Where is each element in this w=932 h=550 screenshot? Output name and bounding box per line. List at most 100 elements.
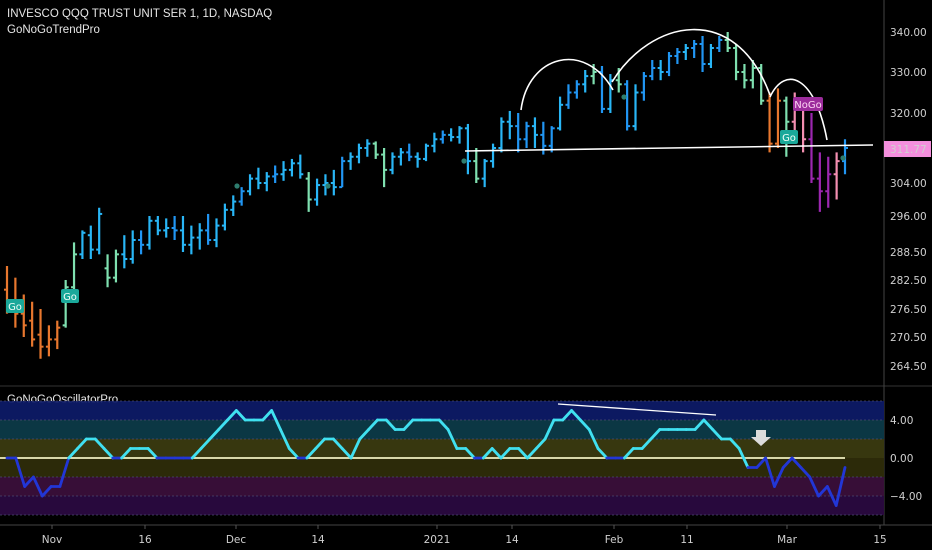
price-tick-label: 330.00 bbox=[890, 67, 927, 79]
price-bar bbox=[87, 225, 94, 259]
osc-segment bbox=[40, 485, 53, 498]
time-tick-label: Dec bbox=[226, 534, 247, 546]
price-bar bbox=[29, 301, 36, 347]
price-tick-label: 288.50 bbox=[890, 247, 927, 259]
price-bar bbox=[699, 36, 706, 72]
price-tick-label: 340.00 bbox=[890, 27, 927, 39]
osc-segment bbox=[799, 466, 812, 479]
osc-band bbox=[0, 420, 884, 439]
price-bar bbox=[498, 117, 505, 153]
price-bar bbox=[154, 216, 161, 236]
osc-segment bbox=[340, 447, 353, 460]
osc-segment bbox=[384, 418, 397, 431]
time-tick-label: 14 bbox=[311, 534, 325, 546]
price-bar bbox=[71, 242, 78, 290]
osc-segment bbox=[208, 428, 221, 441]
osc-segment bbox=[623, 447, 635, 460]
price-bar bbox=[322, 174, 329, 196]
osc-tick-label: −4.00 bbox=[890, 491, 922, 503]
osc-segment bbox=[596, 447, 609, 460]
price-bar bbox=[707, 44, 714, 68]
osc-segment bbox=[446, 428, 459, 450]
price-bar bbox=[833, 152, 840, 200]
osc-segment bbox=[464, 447, 476, 460]
osc-segment bbox=[305, 447, 318, 460]
go-label: Go bbox=[6, 299, 24, 313]
osc-segment bbox=[781, 456, 794, 469]
price-bar bbox=[808, 113, 815, 183]
osc-segment bbox=[755, 456, 768, 469]
osc-band bbox=[0, 439, 884, 458]
osc-segment bbox=[358, 428, 371, 441]
price-bar bbox=[171, 216, 178, 240]
osc-segment bbox=[773, 466, 785, 488]
price-bar bbox=[54, 320, 61, 350]
price-bar bbox=[79, 230, 86, 259]
osc-segment bbox=[76, 437, 88, 450]
price-bar bbox=[448, 128, 455, 142]
osc-segment bbox=[490, 447, 503, 460]
osc-segment bbox=[561, 409, 573, 422]
price-bar bbox=[288, 158, 295, 177]
time-tick-label: 11 bbox=[680, 534, 693, 546]
price-tick-label: 320.00 bbox=[890, 108, 927, 120]
osc-segment bbox=[279, 428, 291, 450]
price-bar bbox=[624, 80, 631, 131]
osc-segment bbox=[790, 456, 803, 469]
price-bar bbox=[816, 152, 823, 212]
price-bar bbox=[632, 84, 639, 131]
price-bar bbox=[305, 172, 312, 212]
last-price-tag-text: 311.77 bbox=[890, 144, 927, 156]
price-bar bbox=[138, 230, 145, 255]
price-bar bbox=[339, 156, 346, 189]
osc-segment bbox=[834, 466, 847, 507]
pattern-overlays bbox=[234, 28, 874, 446]
osc-segment bbox=[199, 437, 212, 450]
price-bar bbox=[314, 178, 321, 206]
price-bar bbox=[263, 172, 270, 192]
last-price-tag: 311.77 bbox=[884, 141, 931, 158]
price-bar bbox=[716, 36, 723, 52]
osc-segment bbox=[764, 456, 776, 488]
nogo-label-box bbox=[793, 97, 823, 111]
trend-dot bbox=[840, 155, 846, 161]
price-bar bbox=[741, 64, 748, 89]
price-tick-label: 276.50 bbox=[890, 304, 927, 316]
osc-segment bbox=[570, 409, 582, 422]
price-bar bbox=[196, 223, 203, 250]
price-bar bbox=[397, 148, 404, 166]
price-bar bbox=[423, 143, 429, 162]
last-price-tag-box bbox=[884, 141, 931, 158]
price-tick-label: 264.50 bbox=[890, 361, 927, 373]
go-label-text: Go bbox=[63, 292, 77, 303]
price-bar bbox=[121, 235, 128, 269]
price-bar bbox=[515, 113, 522, 153]
price-bar bbox=[523, 121, 530, 148]
osc-segment bbox=[93, 437, 106, 450]
price-bar bbox=[221, 203, 228, 231]
price-bar bbox=[733, 44, 740, 81]
price-bar bbox=[330, 169, 337, 196]
osc-segment bbox=[314, 437, 326, 450]
price-bar bbox=[62, 280, 69, 328]
head-arc bbox=[611, 28, 771, 96]
price-bar bbox=[582, 70, 589, 93]
trend-dot bbox=[325, 183, 331, 189]
time-tick-label: Feb bbox=[605, 534, 624, 546]
osc-segment bbox=[543, 418, 556, 441]
osc-segment bbox=[287, 447, 300, 460]
osc-segment bbox=[32, 475, 44, 498]
go-nogo-labels: Go Go NoGo Go bbox=[6, 97, 823, 313]
price-bar bbox=[531, 117, 538, 148]
price-bar bbox=[557, 96, 564, 131]
price-bar bbox=[649, 60, 656, 81]
nogo-label: NoGo bbox=[793, 97, 823, 111]
osc-band bbox=[0, 477, 884, 496]
price-bar bbox=[238, 187, 245, 206]
price-bars bbox=[4, 32, 848, 359]
osc-segment bbox=[728, 437, 741, 450]
time-tick-label: Nov bbox=[42, 534, 63, 546]
price-bar bbox=[439, 130, 446, 144]
go-label-box bbox=[61, 289, 79, 303]
